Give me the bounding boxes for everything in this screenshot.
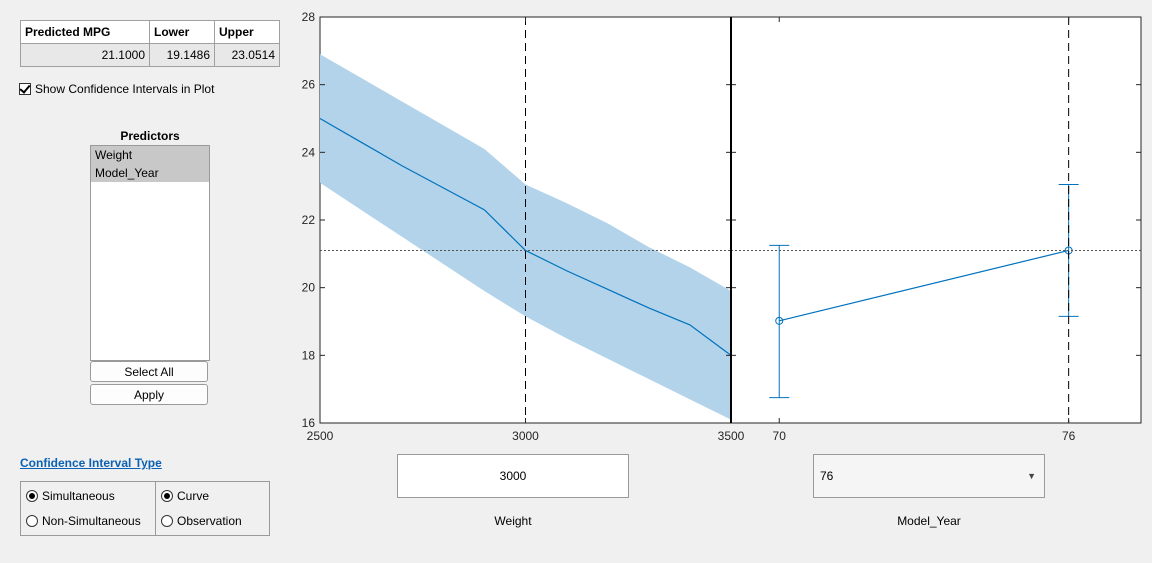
x-tick-label: 3000 [512,429,539,443]
x-tick-label: 3500 [718,429,745,443]
predictors-listbox[interactable]: Weight Model_Year [90,145,210,361]
cell-predicted-mpg: 21.1000 [20,43,150,67]
ci-curve-group: Curve Observation [155,481,270,536]
radio-label-observation: Observation [177,514,242,528]
show-ci-label: Show Confidence Intervals in Plot [35,82,215,96]
show-ci-checkbox[interactable]: Show Confidence Intervals in Plot [19,82,214,96]
y-tick-label: 18 [302,348,316,362]
ci-simultaneous-group: Simultaneous Non-Simultaneous [20,481,156,536]
radio-non-simultaneous[interactable]: Non-Simultaneous [26,514,141,528]
chevron-down-icon: ▼ [1027,471,1036,481]
y-tick-label: 20 [302,281,316,295]
cell-lower: 19.1486 [149,43,215,67]
radio-dot-icon [164,493,170,499]
list-item-weight[interactable]: Weight [91,146,209,164]
radio-observation[interactable]: Observation [161,514,242,528]
confidence-band [320,54,731,420]
predictors-title: Predictors [120,129,180,143]
header-predicted-mpg: Predicted MPG [20,20,150,44]
prediction-plot: 2500 3000 3500 16 18 20 22 24 26 28 70 76 [302,10,1142,443]
apply-button[interactable]: Apply [90,384,208,405]
x-tick-label: 70 [773,429,787,443]
radio-simultaneous[interactable]: Simultaneous [26,489,115,503]
radio-label-curve: Curve [177,489,210,503]
radio-label-simultaneous: Simultaneous [42,489,115,503]
model-year-label: Model_Year [897,514,961,528]
y-tick-label: 22 [302,213,316,227]
ci-type-link[interactable]: Confidence Interval Type [20,456,162,470]
y-tick-label: 28 [302,10,316,24]
radio-button[interactable] [161,490,173,502]
header-upper: Upper [214,20,280,44]
prediction-line [779,249,1069,322]
model-year-dropdown[interactable]: 76 ▼ [813,454,1045,498]
select-all-button[interactable]: Select All [90,361,208,382]
radio-button[interactable] [26,515,38,527]
radio-label-non-simultaneous: Non-Simultaneous [42,514,141,528]
radio-dot-icon [29,493,35,499]
y-tick-label: 16 [302,416,316,430]
x-tick-label: 76 [1062,429,1076,443]
prediction-table: Predicted MPG Lower Upper 21.1000 19.148… [20,20,280,67]
radio-button[interactable] [26,490,38,502]
x-tick-label: 2500 [307,429,334,443]
model-year-value: 76 [820,469,834,483]
radio-button[interactable] [161,515,173,527]
data-point [775,316,784,325]
radio-curve[interactable]: Curve [161,489,209,503]
cell-upper: 23.0514 [214,43,280,67]
list-item-model-year[interactable]: Model_Year [91,164,209,182]
y-tick-label: 24 [302,145,316,159]
checkbox-box[interactable] [19,82,31,95]
weight-label: Weight [494,514,532,528]
panel-1-background [730,16,1142,424]
y-tick-label: 26 [302,78,316,92]
weight-input[interactable]: 3000 [397,454,629,498]
